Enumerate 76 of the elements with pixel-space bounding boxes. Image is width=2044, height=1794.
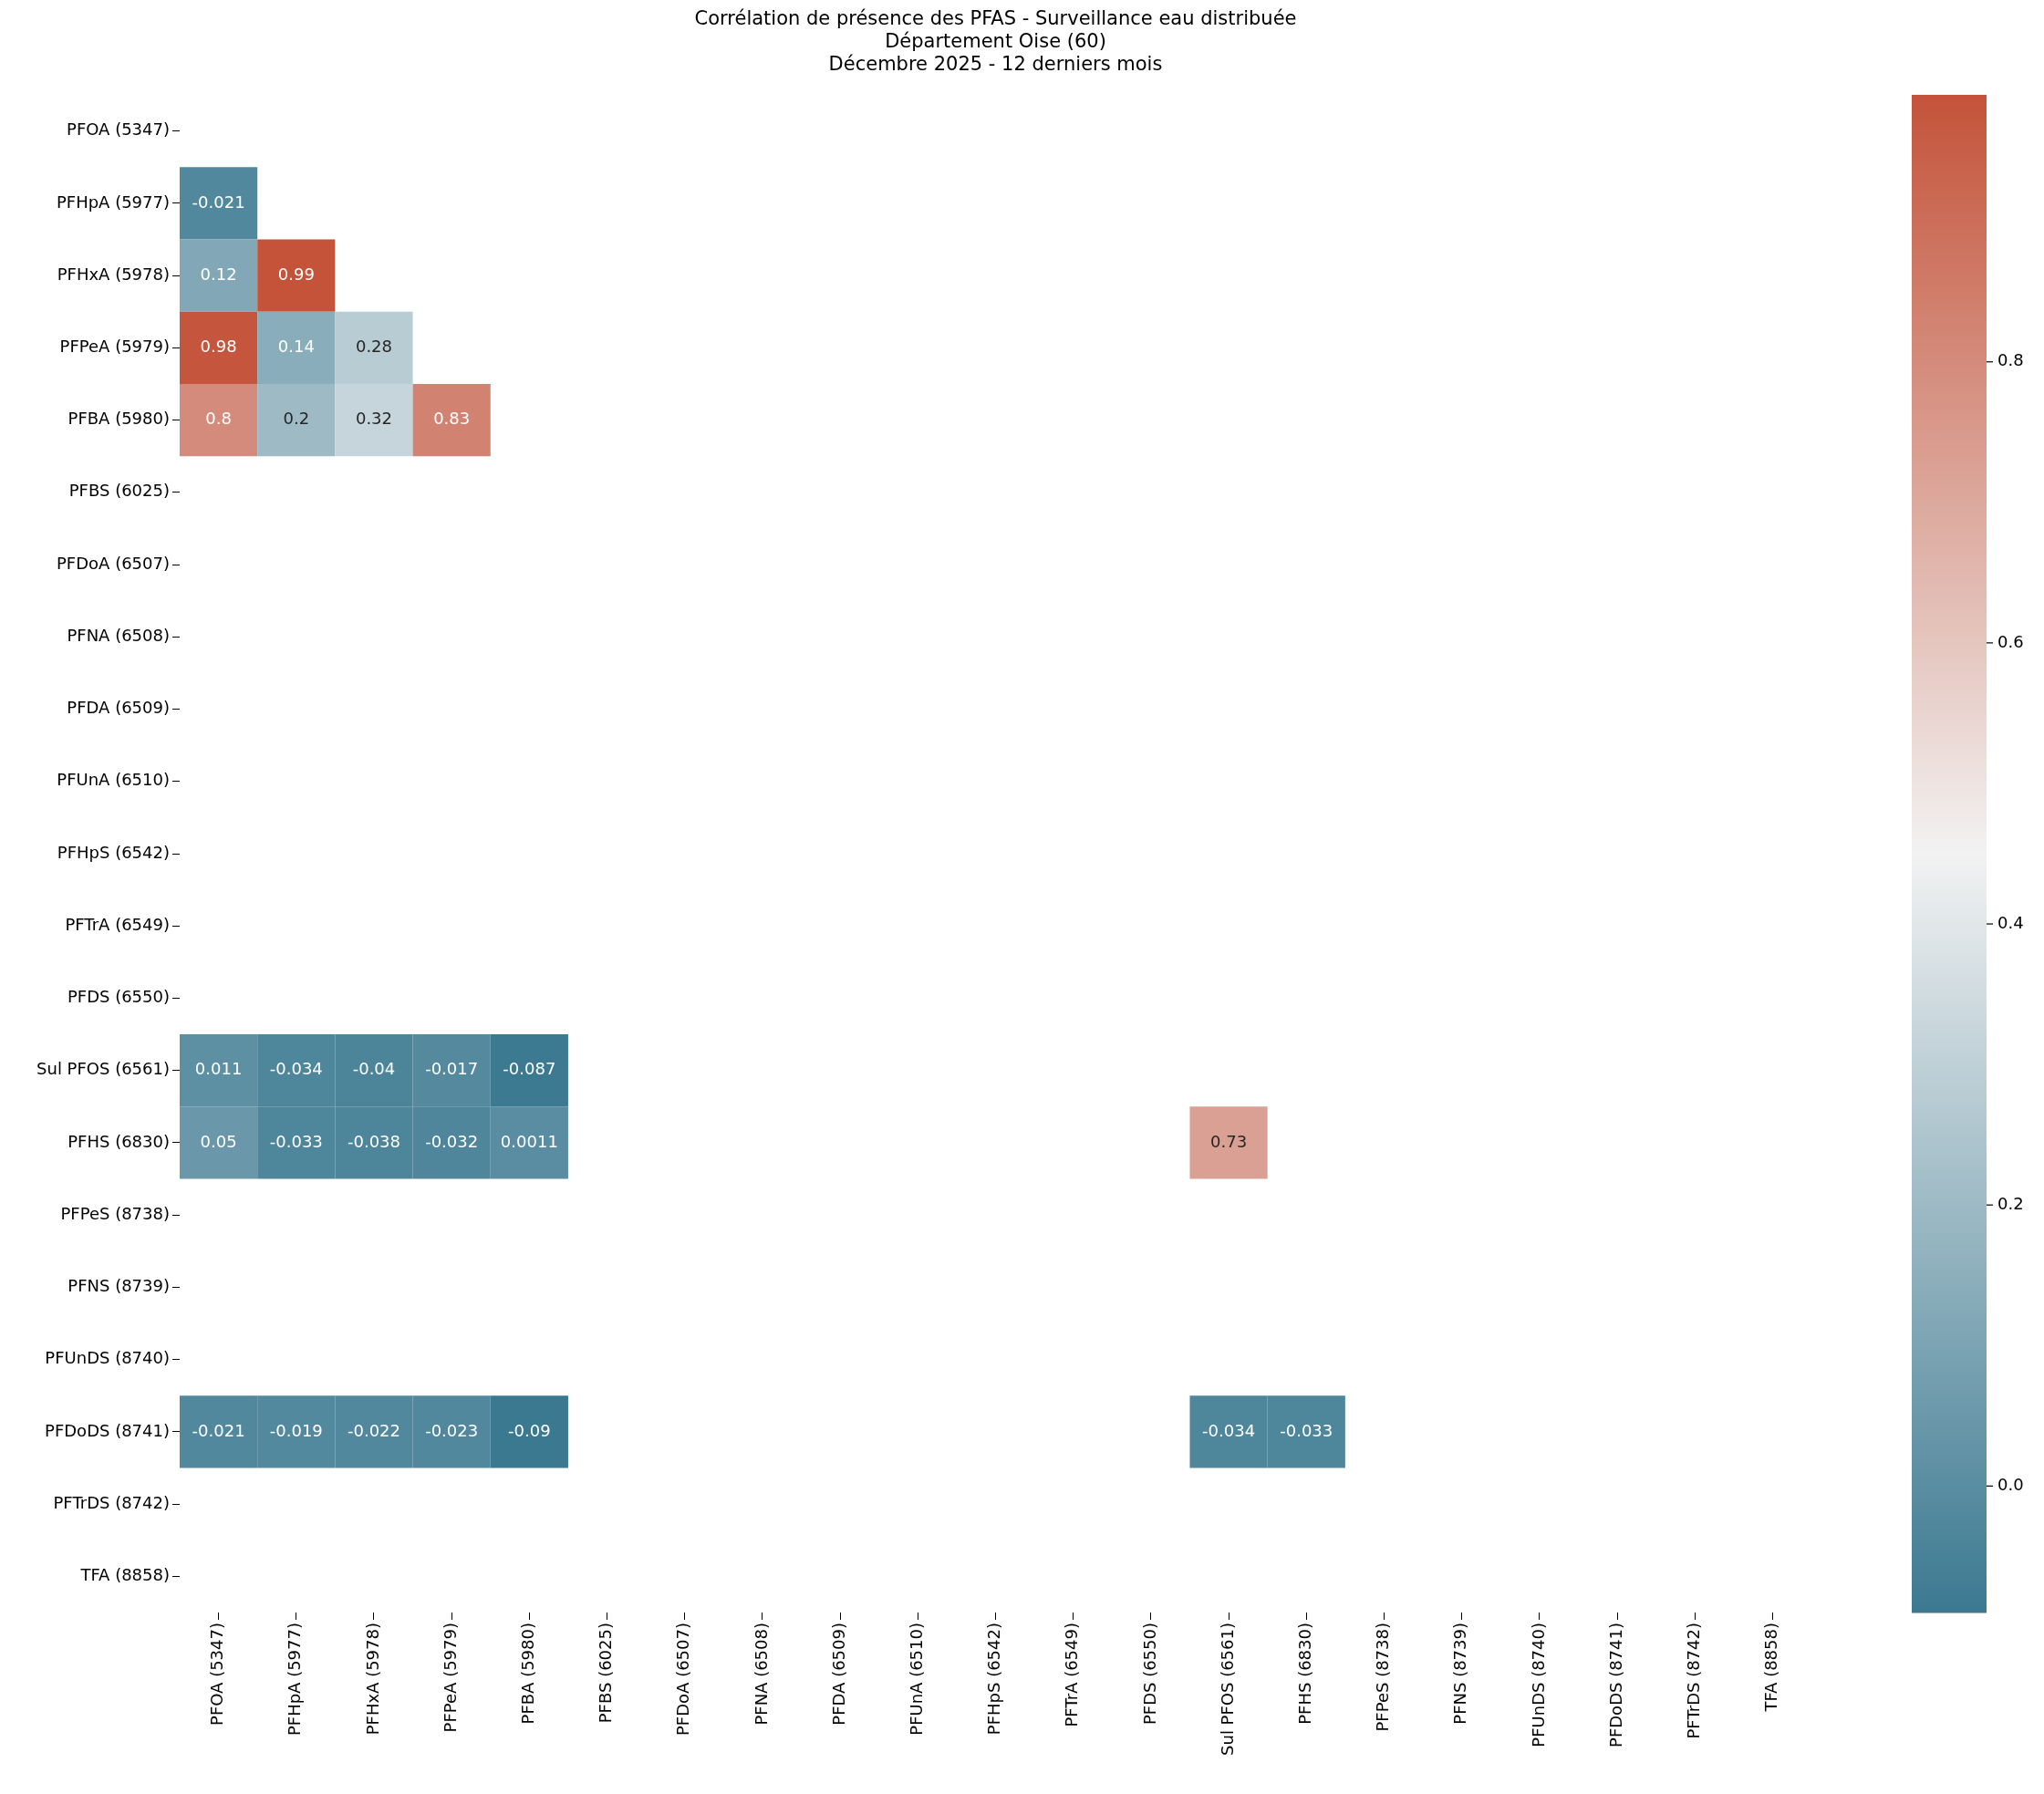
- y-tick-label: TFA (8858): [79, 1565, 170, 1585]
- y-tick-label: PFHxA (5978): [57, 264, 170, 284]
- x-tick-label: PFDoDS (8741): [1605, 1623, 1625, 1747]
- data-label: -0.023: [425, 1420, 479, 1440]
- y-tick-label: PFNS (8739): [67, 1276, 170, 1296]
- data-label: 0.8: [205, 409, 232, 429]
- data-label: -0.022: [347, 1420, 400, 1440]
- chart-title: Corrélation de présence des PFAS - Surveillance eau distribuée: [694, 7, 1297, 29]
- y-tick-label: PFTrDS (8742): [53, 1492, 170, 1512]
- y-tick-label: Sul PFOS (6561): [36, 1059, 170, 1079]
- y-tick-label: PFDS (6550): [67, 987, 170, 1007]
- color-bar-label: 0.6: [1997, 631, 2024, 651]
- color-bar-label: 0.2: [1997, 1193, 2024, 1213]
- y-tick-label: PFHpS (6542): [57, 842, 170, 862]
- data-label: -0.087: [503, 1059, 556, 1079]
- data-label: 0.28: [355, 337, 393, 357]
- x-tick-label: TFA (8858): [1761, 1623, 1781, 1713]
- y-tick-label: PFUnDS (8740): [45, 1348, 170, 1368]
- data-label: -0.038: [347, 1131, 400, 1151]
- y-tick-label: PFBA (5980): [67, 409, 170, 429]
- data-label: 0.05: [200, 1131, 237, 1151]
- x-tick-label: PFNA (6508): [751, 1623, 771, 1726]
- x-tick-label: PFBA (5980): [518, 1623, 538, 1725]
- chart-subtitle: Département Oise (60) Décembre 2025 - 12 derniers mois: [828, 30, 1163, 75]
- x-tick-label: PFHpS (6542): [984, 1623, 1004, 1736]
- data-label: -0.032: [425, 1131, 479, 1151]
- y-tick-label: PFDoA (6507): [57, 553, 170, 573]
- y-tick-label: PFOA (5347): [67, 119, 170, 140]
- x-tick-label: PFHxA (5978): [362, 1623, 382, 1736]
- y-tick-label: PFHpA (5977): [56, 192, 170, 212]
- data-label: 0.14: [277, 337, 315, 357]
- data-label: -0.033: [1280, 1420, 1333, 1440]
- data-label: 0.73: [1210, 1131, 1248, 1151]
- data-label: -0.09: [508, 1420, 551, 1440]
- x-tick-label: PFBS (6025): [596, 1623, 616, 1724]
- x-tick-label: PFNS (8739): [1450, 1623, 1470, 1725]
- x-tick-label: PFPeA (5979): [440, 1623, 460, 1733]
- color-bar-label: 0.0: [1997, 1475, 2024, 1495]
- x-tick-label: PFUnDS (8740): [1528, 1623, 1548, 1747]
- data-label: 0.2: [283, 409, 310, 429]
- y-tick-label: PFBS (6025): [68, 481, 170, 501]
- data-label: -0.034: [269, 1059, 323, 1079]
- y-tick-label: PFUnA (6510): [57, 770, 170, 790]
- data-label: 0.12: [200, 264, 237, 284]
- data-label: 0.99: [277, 264, 315, 284]
- x-tick-label: PFDS (6550): [1139, 1623, 1159, 1726]
- data-label: -0.019: [269, 1420, 323, 1440]
- x-tick-label: Sul PFOS (6561): [1217, 1623, 1237, 1756]
- data-label: 0.32: [355, 409, 393, 429]
- x-tick-label: PFDoA (6507): [673, 1623, 693, 1736]
- data-label: -0.033: [269, 1131, 323, 1151]
- data-label: -0.034: [1202, 1420, 1256, 1440]
- y-tick-label: PFNA (6508): [67, 625, 170, 645]
- x-tick-label: PFDA (6509): [828, 1623, 848, 1726]
- y-tick-label: PFPeS (8738): [60, 1203, 170, 1223]
- data-label: -0.021: [192, 192, 245, 212]
- x-tick-label: PFPeS (8738): [1373, 1623, 1393, 1732]
- y-tick-label: PFPeA (5979): [59, 337, 170, 357]
- data-label: -0.017: [425, 1059, 479, 1079]
- x-tick-label: PFTrA (6549): [1062, 1623, 1082, 1727]
- color-bar-label: 0.4: [1997, 912, 2024, 932]
- x-tick-label: PFHpA (5977): [285, 1623, 305, 1737]
- x-tick-label: PFUnA (6510): [906, 1623, 926, 1736]
- data-label: -0.021: [192, 1420, 245, 1440]
- color-bar-label: 0.8: [1997, 350, 2024, 370]
- data-label: -0.04: [352, 1059, 396, 1079]
- data-label: 0.98: [200, 337, 237, 357]
- data-label: 0.011: [194, 1059, 243, 1079]
- y-tick-label: PFHS (6830): [67, 1131, 170, 1151]
- y-tick-label: PFDA (6509): [67, 698, 170, 718]
- y-tick-label: PFTrA (6549): [65, 914, 170, 934]
- x-tick-label: PFHS (6830): [1294, 1623, 1314, 1725]
- y-tick-label: PFDoDS (8741): [45, 1420, 170, 1440]
- data-label: 0.83: [433, 409, 471, 429]
- x-tick-label: PFTrDS (8742): [1683, 1623, 1703, 1739]
- data-label: 0.0011: [500, 1131, 558, 1151]
